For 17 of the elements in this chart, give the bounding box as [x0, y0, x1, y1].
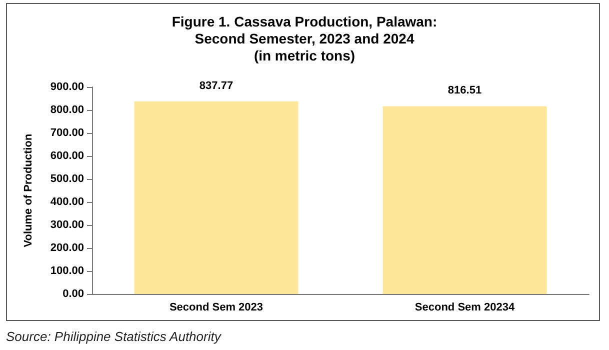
y-tick-label: 900.00 [50, 81, 84, 93]
y-tick-label: 600.00 [50, 150, 84, 162]
source-note: Source: Philippine Statistics Authority [6, 329, 221, 344]
y-axis-title: Volume of Production [22, 133, 34, 248]
x-tick-label: Second Sem 20234 [414, 302, 516, 314]
y-tick-label: 200.00 [50, 242, 84, 254]
y-tick-label: 400.00 [50, 196, 84, 208]
y-tick-label: 300.00 [50, 219, 84, 231]
y-tick-label: 800.00 [50, 104, 84, 116]
y-tick-label: 0.00 [62, 288, 84, 300]
y-tick-label: 500.00 [50, 173, 84, 185]
data-label: 837.77 [199, 80, 234, 92]
y-tick-label: 100.00 [50, 265, 84, 277]
data-label: 816.51 [448, 84, 482, 97]
chart-title: Figure 1. Cassava Production, Palawan: Second Semester, 2023 and 2024 (in metric tons) [172, 14, 438, 64]
x-tick-label: Second Sem 2023 [169, 302, 264, 314]
y-tick-label: 700.00 [50, 127, 84, 139]
